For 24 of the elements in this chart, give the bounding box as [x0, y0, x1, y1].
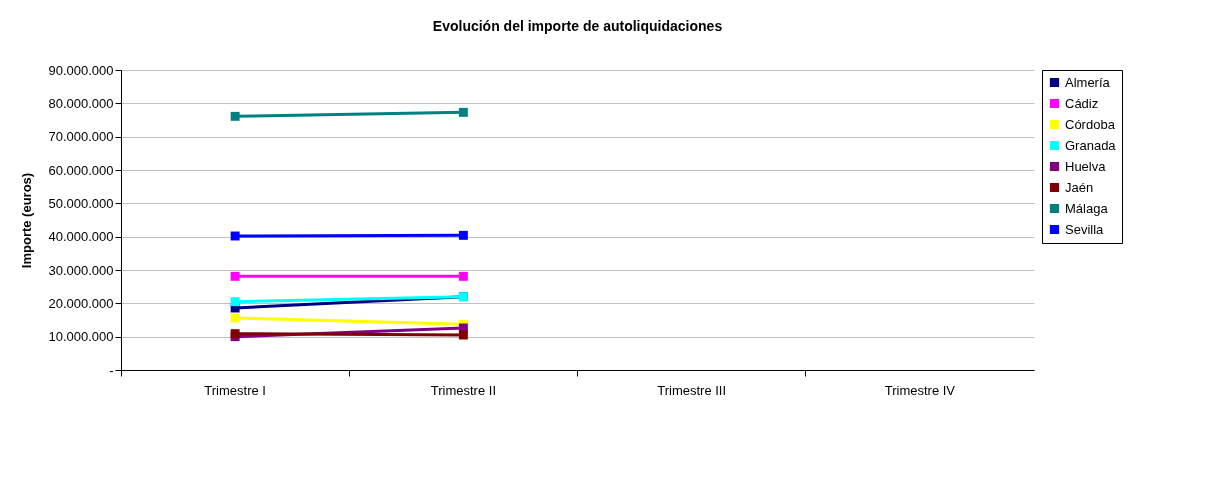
legend-label: Córdoba	[1065, 116, 1116, 132]
y-tick-label: 20.000.000	[48, 295, 114, 311]
legend-label: Huelva	[1065, 158, 1107, 174]
legend-label: Sevilla	[1065, 221, 1105, 237]
y-tick-label: 60.000.000	[48, 162, 114, 178]
legend-label: Granada	[1065, 137, 1117, 153]
y-tick-label: 80.000.000	[48, 95, 114, 111]
legend-label: Málaga	[1065, 200, 1109, 216]
y-tick-label: -	[109, 362, 114, 378]
legend-label: Cádiz	[1065, 95, 1099, 111]
y-tick-label: 90.000.000	[48, 62, 114, 78]
chart-title: Evolución del importe de autoliquidaciones	[432, 18, 723, 34]
y-tick-label: 30.000.000	[48, 262, 114, 278]
x-tick-label: Trimestre IV	[884, 382, 956, 398]
x-tick-label: Trimestre I	[204, 382, 266, 398]
y-tick-label: 50.000.000	[48, 195, 114, 211]
y-tick-label: 10.000.000	[48, 329, 114, 345]
y-tick-label: 40.000.000	[48, 229, 114, 245]
y-axis-title: Importe (euros)	[19, 172, 35, 269]
x-tick-label: Trimestre II	[430, 382, 496, 398]
legend-label: Jaén	[1065, 179, 1094, 195]
legend-label: Almería	[1065, 74, 1111, 90]
x-tick-label: Trimestre III	[657, 382, 727, 398]
y-tick-label: 70.000.000	[48, 129, 114, 145]
